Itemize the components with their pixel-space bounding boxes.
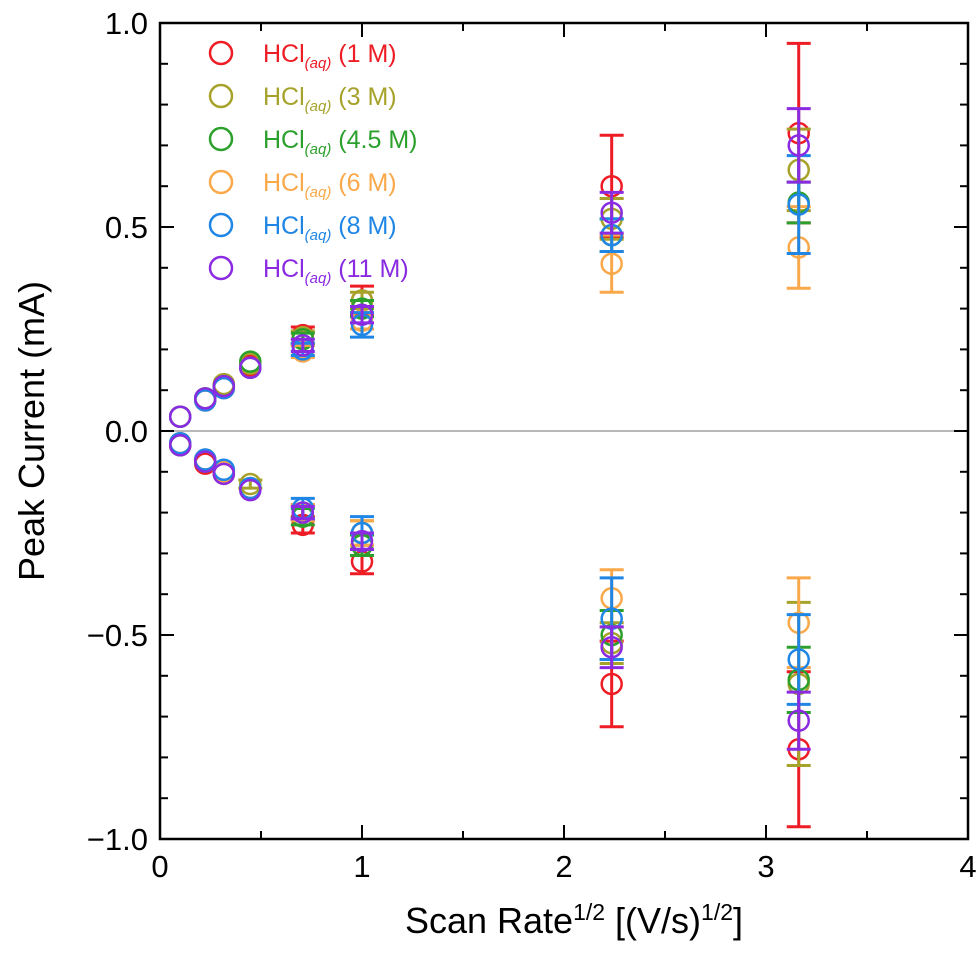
legend-entry: HCl(aq) (6 M) [208,169,397,201]
series-6 [168,107,811,751]
legend-label-name: HCl [263,169,305,197]
legend-label-suffix: (8 M) [331,212,396,240]
legend-marker [208,126,234,152]
series-1 [168,41,811,829]
x-tick-label: 4 [959,849,976,884]
anodic-point [239,356,262,380]
legend-entry: HCl(aq) (11 M) [208,255,409,287]
cathodic-point [787,648,810,671]
anodic-point [212,374,236,398]
y-tick-label: −0.5 [87,618,148,653]
anodic-point [193,387,217,410]
axis-ticks: 0 1 2 3 4 −1.0 −0.5 0.0 0.5 1.0 [87,6,977,884]
anodic-point [600,252,623,275]
legend-label-suffix: (3 M) [331,83,396,111]
legend-label-sub: (aq) [305,184,332,201]
x-axis-title-tail-sup: 1/2 [701,899,733,925]
legend-label-sub: (aq) [305,141,332,158]
cathodic-point [193,450,217,473]
legend-label-name: HCl [263,126,305,154]
legend-marker [208,40,234,66]
x-tick-label: 3 [757,849,774,884]
legend: HCl(aq) (1 M)HCl(aq) (3 M)HCl(aq) (4.5 M… [208,40,417,287]
anodic-point [787,193,810,216]
legend-label: HCl(aq) (3 M) [263,83,397,115]
anodic-point [291,334,315,357]
cathodic-point [600,635,623,659]
y-tick-label: 0.0 [105,414,148,449]
legend-entry: HCl(aq) (8 M) [208,212,397,244]
cathodic-point [212,462,236,486]
legend-label: HCl(aq) (6 M) [263,169,397,201]
anodic-point [787,134,810,157]
x-tick-label: 2 [555,849,572,884]
data-layer [168,41,811,829]
cathodic-point [168,434,192,457]
legend-label-sub: (aq) [305,270,332,287]
anodic-point [600,201,623,224]
x-axis-title: Scan Rate1/2 [(V/s)1/2] [405,899,743,941]
legend-label: HCl(aq) (8 M) [263,212,397,244]
legend-label: HCl(aq) (1 M) [263,40,397,72]
y-tick-label: 1.0 [105,6,148,41]
legend-label: HCl(aq) (4.5 M) [263,126,417,158]
legend-entry: HCl(aq) (1 M) [208,40,397,72]
cathodic-point [239,478,262,502]
legend-marker [208,212,234,238]
y-tick-label: 0.5 [105,210,148,245]
legend-label-sub: (aq) [305,55,332,72]
legend-label: HCl(aq) (11 M) [263,255,409,287]
y-axis-title: Peak Current (mA) [11,281,52,581]
legend-entry: HCl(aq) (4.5 M) [208,126,417,158]
x-axis-title-tail: [(V/s) [605,900,701,941]
cathodic-point [350,529,374,553]
x-tick-label: 0 [151,849,168,884]
legend-label-sub: (aq) [305,98,332,115]
anodic-point [350,303,374,326]
legend-label-suffix: (11 M) [331,255,408,283]
x-axis-title-main: Scan Rate [405,900,573,941]
cathodic-point [787,709,810,732]
legend-label-sub: (aq) [305,227,332,244]
legend-label-name: HCl [263,255,305,283]
legend-marker [208,169,234,195]
legend-label-suffix: (6 M) [331,169,396,197]
legend-label-name: HCl [263,40,305,68]
y-tick-label: −1.0 [87,822,148,857]
cathodic-point [291,501,315,524]
legend-marker [208,83,234,109]
anodic-point [239,350,262,373]
x-tick-label: 1 [353,849,370,884]
cathodic-point [600,672,623,696]
legend-label-name: HCl [263,212,305,240]
x-axis-title-end: ] [733,900,743,941]
x-axis-title-sup: 1/2 [573,899,605,925]
legend-marker [208,255,234,281]
legend-label-suffix: (1 M) [331,40,396,68]
legend-label-suffix: (4.5 M) [331,126,417,154]
legend-label-name: HCl [263,83,305,111]
anodic-point [168,405,192,428]
legend-entry: HCl(aq) (3 M) [208,83,397,115]
